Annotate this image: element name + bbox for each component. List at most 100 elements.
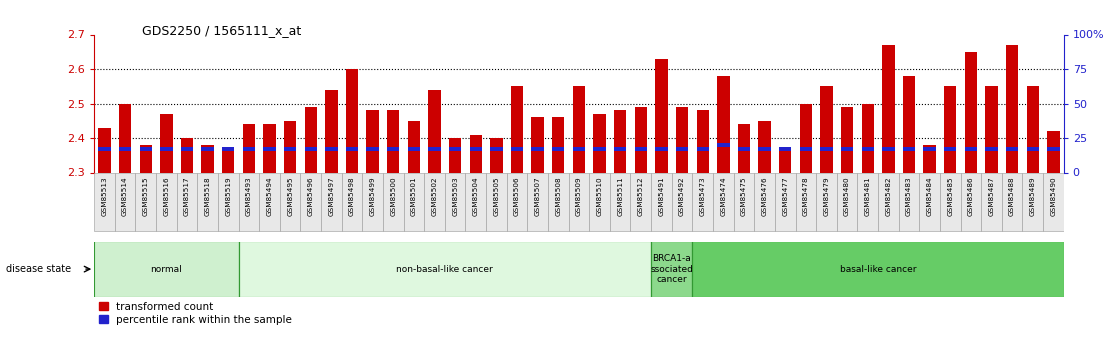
Text: GSM85503: GSM85503 <box>452 176 459 216</box>
FancyBboxPatch shape <box>362 172 383 231</box>
FancyBboxPatch shape <box>259 172 280 231</box>
Bar <box>985 147 997 151</box>
Text: GSM85474: GSM85474 <box>720 176 727 216</box>
Bar <box>1047 131 1059 172</box>
Text: GSM85510: GSM85510 <box>596 176 603 216</box>
FancyBboxPatch shape <box>238 172 259 231</box>
Bar <box>779 147 791 151</box>
Bar <box>655 147 668 151</box>
Bar <box>841 107 853 172</box>
Bar <box>202 145 214 172</box>
Text: GSM85497: GSM85497 <box>328 176 335 216</box>
Bar <box>181 138 193 172</box>
Bar <box>264 147 276 151</box>
Bar <box>923 147 936 151</box>
Bar <box>738 124 750 172</box>
FancyBboxPatch shape <box>671 172 692 231</box>
Text: GSM85484: GSM85484 <box>926 176 933 216</box>
Text: GSM85514: GSM85514 <box>122 176 129 216</box>
Text: GDS2250 / 1565111_x_at: GDS2250 / 1565111_x_at <box>142 24 301 37</box>
Text: GSM85499: GSM85499 <box>370 176 376 216</box>
FancyBboxPatch shape <box>548 172 568 231</box>
FancyBboxPatch shape <box>796 172 817 231</box>
Text: GSM85491: GSM85491 <box>658 176 665 216</box>
Bar <box>862 147 874 151</box>
FancyBboxPatch shape <box>444 172 465 231</box>
FancyBboxPatch shape <box>424 172 444 231</box>
FancyBboxPatch shape <box>899 172 920 231</box>
Bar <box>264 124 276 172</box>
FancyBboxPatch shape <box>961 172 982 231</box>
Text: GSM85516: GSM85516 <box>163 176 170 216</box>
Bar <box>161 147 173 151</box>
FancyBboxPatch shape <box>197 172 218 231</box>
FancyBboxPatch shape <box>94 241 238 297</box>
Bar <box>841 147 853 151</box>
Bar <box>202 147 214 151</box>
FancyBboxPatch shape <box>940 172 961 231</box>
FancyBboxPatch shape <box>218 172 238 231</box>
Text: normal: normal <box>151 265 182 274</box>
Text: GSM85504: GSM85504 <box>473 176 479 216</box>
Text: GSM85506: GSM85506 <box>514 176 520 216</box>
Text: GSM85511: GSM85511 <box>617 176 623 216</box>
Bar <box>923 145 936 172</box>
Bar <box>820 86 832 172</box>
Bar <box>367 110 379 172</box>
Bar <box>470 147 482 151</box>
Bar <box>1026 86 1039 172</box>
Text: GSM85478: GSM85478 <box>803 176 809 216</box>
Text: GSM85476: GSM85476 <box>761 176 768 216</box>
Bar <box>1006 147 1018 151</box>
Bar <box>882 147 894 151</box>
FancyBboxPatch shape <box>692 241 1064 297</box>
Bar <box>387 110 400 172</box>
FancyBboxPatch shape <box>321 172 341 231</box>
Bar <box>140 145 152 172</box>
Bar <box>573 147 585 151</box>
Bar <box>511 147 523 151</box>
FancyBboxPatch shape <box>652 241 692 297</box>
Bar <box>717 143 729 147</box>
Bar <box>490 147 503 151</box>
Text: GSM85496: GSM85496 <box>308 176 314 216</box>
Bar <box>738 147 750 151</box>
Text: GSM85494: GSM85494 <box>267 176 273 216</box>
Legend: transformed count, percentile rank within the sample: transformed count, percentile rank withi… <box>100 302 291 325</box>
Text: GSM85500: GSM85500 <box>390 176 397 216</box>
Bar <box>903 147 915 151</box>
Bar <box>985 86 997 172</box>
Text: GSM85488: GSM85488 <box>1009 176 1015 216</box>
Text: GSM85501: GSM85501 <box>411 176 417 216</box>
Bar <box>99 128 111 172</box>
Bar <box>697 110 709 172</box>
Bar <box>346 69 358 172</box>
FancyBboxPatch shape <box>238 241 652 297</box>
FancyBboxPatch shape <box>755 172 774 231</box>
Bar <box>284 147 296 151</box>
Text: GSM85481: GSM85481 <box>864 176 871 216</box>
Text: GSM85508: GSM85508 <box>555 176 562 216</box>
FancyBboxPatch shape <box>465 172 486 231</box>
Bar <box>222 147 235 151</box>
Text: GSM85505: GSM85505 <box>493 176 500 216</box>
Bar <box>429 147 441 151</box>
FancyBboxPatch shape <box>403 172 424 231</box>
Bar <box>119 104 132 172</box>
FancyBboxPatch shape <box>94 172 115 231</box>
Bar <box>99 147 111 151</box>
Bar <box>161 114 173 172</box>
Bar <box>490 138 503 172</box>
Bar <box>387 147 400 151</box>
Bar <box>882 45 894 172</box>
Bar <box>697 147 709 151</box>
Bar <box>903 76 915 172</box>
FancyBboxPatch shape <box>774 172 796 231</box>
Text: GSM85517: GSM85517 <box>184 176 189 216</box>
FancyBboxPatch shape <box>383 172 403 231</box>
Text: GSM85498: GSM85498 <box>349 176 355 216</box>
Bar <box>1026 147 1039 151</box>
Bar <box>717 76 729 172</box>
Text: GSM85480: GSM85480 <box>844 176 850 216</box>
Bar <box>573 86 585 172</box>
